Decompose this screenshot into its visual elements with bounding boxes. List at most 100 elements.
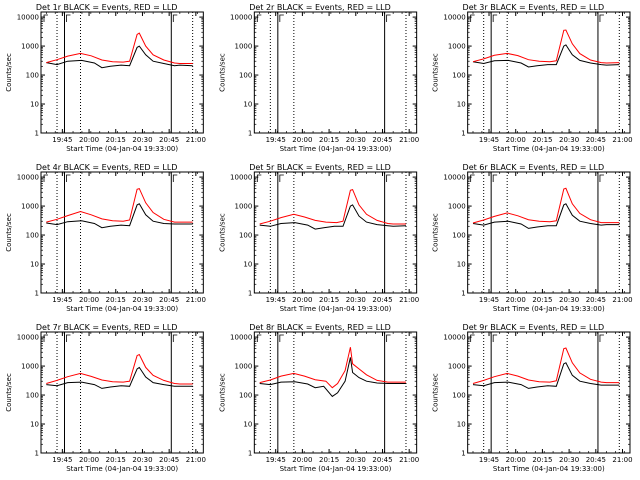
x-tick-label: 20:15 <box>319 136 339 144</box>
x-tick-label: 20:15 <box>319 456 339 464</box>
x-axis-label: Start Time (04-Jan-04 19:33:00) <box>66 305 178 313</box>
panel-4: Det 4r BLACK = Events, RED = LLD 1 10 100 10… <box>5 163 206 313</box>
x-tick-label: 20:00 <box>506 136 526 144</box>
plot-frame <box>467 171 631 294</box>
y-tick-label: 1 <box>35 130 39 138</box>
x-tick-label: 21:00 <box>612 136 632 144</box>
plot-frame <box>40 331 204 454</box>
x-tick-label: 20:15 <box>532 456 552 464</box>
x-axis-label: Start Time (04-Jan-04 19:33:00) <box>493 465 605 473</box>
x-tick-label: 20:00 <box>506 456 526 464</box>
lld-series-line <box>259 347 406 389</box>
y-tick-label: 10 <box>30 421 39 429</box>
x-tick-label: 20:45 <box>586 136 606 144</box>
x-tick-label: 19:45 <box>52 296 72 304</box>
y-axis-label: Counts/sec <box>5 53 13 92</box>
x-tick-label: 21:00 <box>399 296 419 304</box>
y-tick-label: 10 <box>30 101 39 109</box>
lld-series-line <box>259 188 406 225</box>
x-tick-label: 20:30 <box>559 456 579 464</box>
panel-title: Det 6r BLACK = Events, RED = LLD <box>463 163 605 172</box>
y-tick-label: 1000 <box>235 203 253 211</box>
y-tick-label: 1000 <box>21 363 39 371</box>
interval-bracket <box>66 174 71 182</box>
plot-frame <box>467 331 631 454</box>
y-tick-label: 100 <box>26 232 39 240</box>
x-tick-label: 21:00 <box>612 456 632 464</box>
plot-frame <box>40 171 204 294</box>
panel-9: Det 9r BLACK = Events, RED = LLD 1 10 100 10… <box>432 323 633 473</box>
events-series-line <box>472 203 620 229</box>
x-tick-label: 20:45 <box>372 456 392 464</box>
interval-bracket <box>492 14 498 22</box>
x-axis-label: Start Time (04-Jan-04 19:33:00) <box>280 145 392 153</box>
interval-bracket <box>256 174 262 182</box>
y-axis-label: Counts/sec <box>432 53 440 92</box>
x-axis-label: Start Time (04-Jan-04 19:33:00) <box>280 305 392 313</box>
y-tick-label: 100 <box>239 392 252 400</box>
x-tick-label: 20:30 <box>559 136 579 144</box>
y-tick-label: 1000 <box>235 43 253 51</box>
y-tick-label: 10 <box>243 261 252 269</box>
interval-bracket <box>599 334 604 342</box>
x-tick-label: 20:00 <box>79 136 99 144</box>
plot-frame <box>253 331 418 454</box>
interval-bracket <box>172 14 178 22</box>
x-tick-label: 20:30 <box>132 136 152 144</box>
lld-series-line <box>472 187 620 224</box>
panel-2: Det 2r BLACK = Events, RED = LLD 1 10 100 10… <box>218 3 419 153</box>
interval-bracket <box>172 174 178 182</box>
y-tick-label: 1 <box>35 290 39 298</box>
x-tick-label: 21:00 <box>186 296 206 304</box>
y-tick-label: 10 <box>243 101 252 109</box>
x-tick-label: 20:00 <box>292 296 312 304</box>
interval-bracket <box>599 14 604 22</box>
panel-8: Det 8r BLACK = Events, RED = LLD 1 10 100 10… <box>218 323 419 473</box>
x-tick-label: 19:45 <box>52 136 72 144</box>
lld-series-line <box>46 187 193 223</box>
y-tick-label: 10 <box>457 421 466 429</box>
x-axis-label: Start Time (04-Jan-04 19:33:00) <box>493 305 605 313</box>
interval-bracket <box>279 14 284 22</box>
x-tick-label: 19:45 <box>479 136 499 144</box>
y-tick-label: 10000 <box>443 14 465 22</box>
x-tick-label: 19:45 <box>266 296 286 304</box>
x-axis-label: Start Time (04-Jan-04 19:33:00) <box>280 465 392 473</box>
events-series-line <box>46 203 193 229</box>
x-tick-label: 20:00 <box>292 136 312 144</box>
y-tick-label: 1000 <box>448 363 466 371</box>
x-tick-label: 19:45 <box>479 456 499 464</box>
x-tick-label: 20:30 <box>346 296 366 304</box>
lld-series-line <box>472 29 620 64</box>
interval-bracket <box>256 334 262 342</box>
interval-bracket <box>66 14 71 22</box>
x-axis-label: Start Time (04-Jan-04 19:33:00) <box>493 145 605 153</box>
plot-frame <box>253 171 418 294</box>
y-tick-label: 10000 <box>443 174 465 182</box>
panel-title: Det 1r BLACK = Events, RED = LLD <box>36 3 178 12</box>
interval-bracket <box>172 334 178 342</box>
y-axis-label: Counts/sec <box>5 213 13 252</box>
y-axis-label: Counts/sec <box>5 373 13 412</box>
x-tick-label: 21:00 <box>399 456 419 464</box>
events-series-line <box>472 44 620 68</box>
interval-bracket <box>66 334 71 342</box>
plot-frame <box>40 11 204 134</box>
interval-bracket <box>43 14 48 22</box>
y-tick-label: 10000 <box>17 14 39 22</box>
panel-title: Det 4r BLACK = Events, RED = LLD <box>36 163 178 172</box>
y-tick-label: 1 <box>35 450 39 458</box>
y-tick-label: 100 <box>452 392 465 400</box>
y-tick-label: 10000 <box>230 14 252 22</box>
events-series-line <box>259 357 406 398</box>
x-tick-label: 19:45 <box>479 296 499 304</box>
x-tick-label: 21:00 <box>186 456 206 464</box>
interval-bracket <box>386 174 391 182</box>
x-tick-label: 20:45 <box>372 136 392 144</box>
y-tick-label: 100 <box>26 72 39 80</box>
x-tick-label: 19:45 <box>266 456 286 464</box>
y-tick-label: 10000 <box>230 174 252 182</box>
panel-7: Det 7r BLACK = Events, RED = LLD 1 10 100 10… <box>5 323 206 473</box>
x-tick-label: 21:00 <box>612 296 632 304</box>
